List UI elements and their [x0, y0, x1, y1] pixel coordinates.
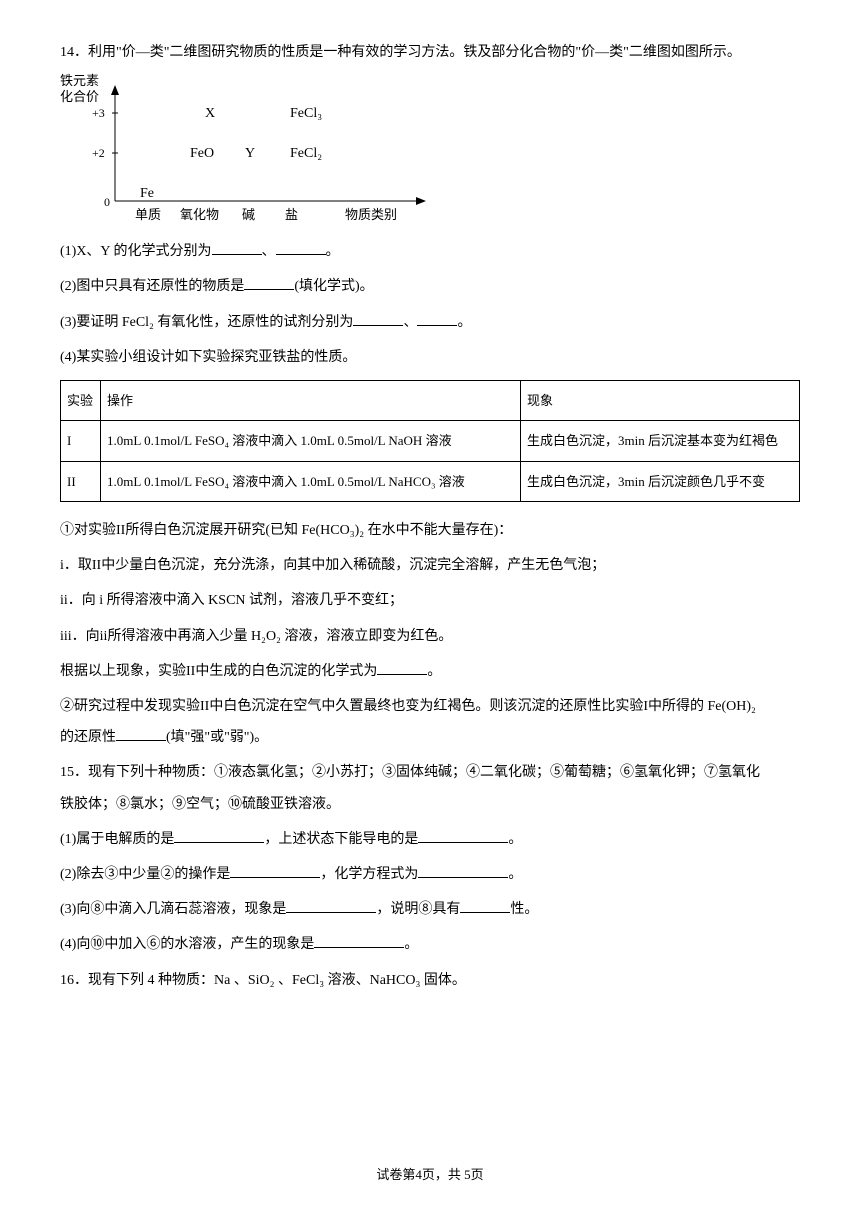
table-row: II 1.0mL 0.1mol/L FeSO₄ 溶液中滴入 1.0mL 0.5m… — [61, 461, 800, 501]
q14-sub4-2-line1: ②研究过程中发现实验II中白色沉淀在空气中久置最终也变为红褐色。则该沉淀的还原性… — [60, 694, 800, 719]
y-axis-title-2: 化合价 — [60, 89, 99, 104]
point-fecl3: FeCl₃ — [290, 106, 322, 121]
q15-sub2: (2)除去③中少量②的操作是，化学方程式为。 — [60, 862, 800, 887]
q15-sub3: (3)向⑧中滴入几滴石蕊溶液，现象是，说明⑧具有性。 — [60, 897, 800, 922]
blank-input[interactable] — [116, 727, 166, 741]
point-fe: Fe — [140, 186, 154, 201]
q15-sub4: (4)向⑩中加入⑥的水溶液，产生的现象是。 — [60, 932, 800, 957]
blank-input[interactable] — [418, 864, 508, 878]
th-op: 操作 — [101, 380, 521, 420]
valence-type-chart: 铁元素 化合价 +3 +2 0 单质 氧化物 碱 盐 物质类别 Fe X FeO… — [60, 71, 440, 231]
q14-sub4-1-ii: ii．向 i 所得溶液中滴入 KSCN 试剂，溶液几乎不变红； — [60, 588, 800, 613]
blank-input[interactable] — [377, 661, 427, 675]
q14-sub4-1-i: i．取II中少量白色沉淀，充分洗涤，向其中加入稀硫酸，沉淀完全溶解，产生无色气泡… — [60, 553, 800, 578]
q14-sub3: (3)要证明 FeCl₂ 有氧化性，还原性的试剂分别为、。 — [60, 310, 800, 335]
blank-input[interactable] — [417, 312, 457, 326]
blank-input[interactable] — [353, 312, 403, 326]
xtick-3: 碱 — [242, 207, 255, 222]
xtick-2: 氧化物 — [180, 207, 219, 222]
ytick-0: 0 — [104, 195, 110, 209]
th-exp: 实验 — [61, 380, 101, 420]
ytick-3: +3 — [92, 106, 105, 120]
point-x: X — [205, 106, 215, 121]
q15-intro-line2: 铁胶体；⑧氯水；⑨空气；⑩硫酸亚铁溶液。 — [60, 792, 800, 817]
q14-sub4-2-line2: 的还原性(填"强"或"弱")。 — [60, 725, 800, 750]
y-arrow — [111, 85, 119, 95]
point-fecl2: FeCl₂ — [290, 146, 322, 161]
q14-sub2: (2)图中只具有还原性的物质是(填化学式)。 — [60, 274, 800, 299]
q16-intro: 16．现有下列 4 种物质：Na 、SiO₂ 、FeCl₃ 溶液、NaHCO₃ … — [60, 968, 800, 993]
table-row: I 1.0mL 0.1mol/L FeSO₄ 溶液中滴入 1.0mL 0.5mo… — [61, 421, 800, 461]
cell-exp: I — [61, 421, 101, 461]
xtick-5: 物质类别 — [345, 207, 397, 222]
q14-intro: 14．利用"价—类"二维图研究物质的性质是一种有效的学习方法。铁及部分化合物的"… — [60, 40, 800, 65]
q14-sub4-intro: (4)某实验小组设计如下实验探究亚铁盐的性质。 — [60, 345, 800, 370]
cell-result: 生成白色沉淀，3min 后沉淀颜色几乎不变 — [521, 461, 800, 501]
point-feo: FeO — [190, 146, 214, 161]
blank-input[interactable] — [460, 899, 510, 913]
q14-sub4-1-iii: iii．向ii所得溶液中再滴入少量 H₂O₂ 溶液，溶液立即变为红色。 — [60, 624, 800, 649]
point-y: Y — [245, 146, 255, 161]
blank-input[interactable] — [230, 864, 320, 878]
blank-input[interactable] — [286, 899, 376, 913]
page-footer: 试卷第4页，共 5页 — [0, 1163, 860, 1186]
blank-input[interactable] — [212, 241, 262, 255]
q14-sub4-1-conclusion: 根据以上现象，实验II中生成的白色沉淀的化学式为。 — [60, 659, 800, 684]
blank-input[interactable] — [276, 241, 326, 255]
y-axis-title-1: 铁元素 — [60, 73, 99, 88]
cell-op: 1.0mL 0.1mol/L FeSO₄ 溶液中滴入 1.0mL 0.5mol/… — [101, 421, 521, 461]
blank-input[interactable] — [418, 829, 508, 843]
cell-exp: II — [61, 461, 101, 501]
q15-sub1: (1)属于电解质的是，上述状态下能导电的是。 — [60, 827, 800, 852]
cell-result: 生成白色沉淀，3min 后沉淀基本变为红褐色 — [521, 421, 800, 461]
cell-op: 1.0mL 0.1mol/L FeSO₄ 溶液中滴入 1.0mL 0.5mol/… — [101, 461, 521, 501]
th-result: 现象 — [521, 380, 800, 420]
xtick-4: 盐 — [285, 207, 298, 222]
blank-input[interactable] — [174, 829, 264, 843]
ytick-2: +2 — [92, 146, 105, 160]
table-header-row: 实验 操作 现象 — [61, 380, 800, 420]
experiment-table: 实验 操作 现象 I 1.0mL 0.1mol/L FeSO₄ 溶液中滴入 1.… — [60, 380, 800, 502]
xtick-1: 单质 — [135, 207, 161, 222]
blank-input[interactable] — [314, 934, 404, 948]
q15-intro-line1: 15．现有下列十种物质：①液态氯化氢；②小苏打；③固体纯碱；④二氧化碳；⑤葡萄糖… — [60, 760, 800, 785]
q14-sub4-1-intro: ①对实验II所得白色沉淀展开研究(已知 Fe(HCO₃)₂ 在水中不能大量存在)… — [60, 518, 800, 543]
x-arrow — [416, 197, 426, 205]
blank-input[interactable] — [244, 276, 294, 290]
q14-sub1: (1)X、Y 的化学式分别为、。 — [60, 239, 800, 264]
